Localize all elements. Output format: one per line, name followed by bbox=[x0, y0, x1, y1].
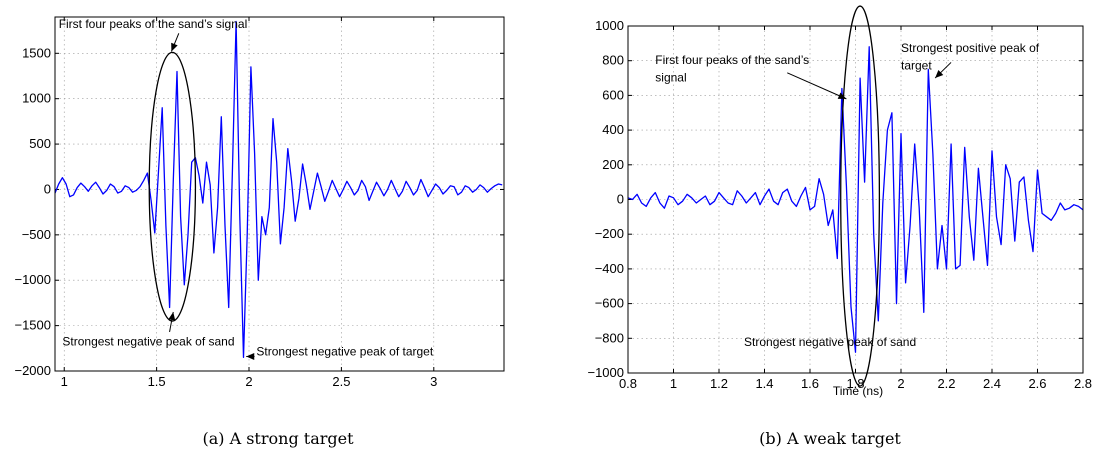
x-tick-label: 2 bbox=[897, 376, 904, 391]
x-tick-label: 2.6 bbox=[1028, 376, 1046, 391]
annotation-label: Strongest negative peak of sand bbox=[62, 335, 234, 349]
annotation-arrow bbox=[787, 72, 847, 100]
annotation-label: Strongest negative peak of target bbox=[256, 345, 433, 359]
y-tick-label: −200 bbox=[595, 226, 624, 241]
annotation-label: target bbox=[901, 58, 932, 72]
x-tick-label: 2 bbox=[245, 374, 252, 389]
y-tick-label: −600 bbox=[595, 296, 624, 311]
annotation-arrowhead bbox=[935, 69, 944, 79]
annotation-label: Strongest negative peak of sand bbox=[744, 335, 916, 349]
annotation-label: signal bbox=[655, 71, 686, 85]
x-tick-label: 2.2 bbox=[937, 376, 955, 391]
x-tick-label: 2.8 bbox=[1074, 376, 1092, 391]
x-tick-label: 1 bbox=[61, 374, 68, 389]
x-tick-label: 1.2 bbox=[710, 376, 728, 391]
x-tick-label: 1.5 bbox=[148, 374, 166, 389]
x-tick-label: 1.6 bbox=[801, 376, 819, 391]
signal-line-b bbox=[627, 46, 1084, 353]
x-tick-label: 0.8 bbox=[619, 376, 637, 391]
y-tick-label: 1500 bbox=[22, 45, 51, 60]
annotation-label: First four peaks of the sand’s bbox=[655, 53, 809, 67]
y-tick-label: −2000 bbox=[14, 363, 51, 378]
annotation-label: Strongest positive peak of bbox=[901, 41, 1040, 55]
y-tick-label: 200 bbox=[602, 157, 624, 172]
sand-peaks-ellipse-b bbox=[840, 5, 881, 387]
sand-peaks-ellipse-a bbox=[148, 51, 197, 322]
x-tick-label: 2.5 bbox=[332, 374, 350, 389]
x-tick-label: 2.4 bbox=[983, 376, 1001, 391]
x-tick-label: 1 bbox=[670, 376, 677, 391]
caption-a: (a) A strong target bbox=[202, 429, 354, 448]
annotation-arrowhead bbox=[171, 42, 178, 52]
y-tick-label: −500 bbox=[22, 227, 51, 242]
y-tick-label: −800 bbox=[595, 330, 624, 345]
plot-frame-b bbox=[627, 25, 1084, 374]
signal-line-a bbox=[54, 20, 503, 359]
y-tick-label: 400 bbox=[602, 122, 624, 137]
y-tick-label: 500 bbox=[29, 136, 51, 151]
x-tick-label: 3 bbox=[430, 374, 437, 389]
plot-frame-a bbox=[54, 16, 505, 372]
caption-b: (b) A weak target bbox=[759, 429, 901, 448]
x-tick-label: 1.8 bbox=[846, 376, 864, 391]
y-tick-label: −1000 bbox=[14, 272, 51, 287]
y-tick-label: 0 bbox=[617, 192, 624, 207]
annotation-arrowhead bbox=[246, 352, 255, 360]
annotation-arrowhead bbox=[168, 312, 176, 321]
x-tick-label: 1.4 bbox=[755, 376, 773, 391]
y-tick-label: −1500 bbox=[14, 318, 51, 333]
y-tick-label: 600 bbox=[602, 87, 624, 102]
y-tick-label: −1000 bbox=[587, 365, 624, 380]
annotation-arrowhead bbox=[837, 92, 847, 99]
x-axis-label-b: Time (ns) bbox=[833, 384, 883, 398]
annotation-label: First four peaks of the sand’s signal bbox=[59, 17, 248, 31]
y-tick-label: −400 bbox=[595, 261, 624, 276]
y-tick-label: 0 bbox=[44, 181, 51, 196]
y-tick-label: 1000 bbox=[595, 18, 624, 33]
y-tick-label: 800 bbox=[602, 53, 624, 68]
y-tick-label: 1000 bbox=[22, 91, 51, 106]
